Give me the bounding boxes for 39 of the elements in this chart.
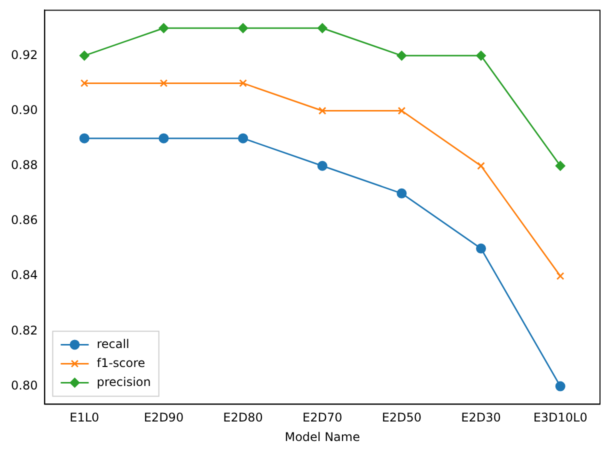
y-tick-label: 0.84 bbox=[11, 268, 38, 282]
point bbox=[80, 79, 88, 88]
point bbox=[158, 23, 169, 34]
point bbox=[79, 133, 90, 144]
x-tick-label: E3D10L0 bbox=[533, 410, 588, 425]
point bbox=[556, 272, 564, 280]
point bbox=[238, 133, 248, 144]
point bbox=[317, 23, 328, 34]
legend-label: recall bbox=[96, 336, 130, 351]
point bbox=[555, 160, 566, 171]
point bbox=[555, 381, 566, 392]
point bbox=[396, 50, 407, 61]
legend-label: f1-score bbox=[96, 356, 146, 370]
x-tick-label: E1L0 bbox=[70, 410, 100, 425]
point bbox=[476, 244, 486, 254]
x-axis-title: Model Name bbox=[284, 430, 360, 444]
y-tick-label: 0.90 bbox=[11, 102, 38, 117]
point bbox=[239, 79, 247, 88]
x-tick-label: E2D70 bbox=[302, 410, 342, 425]
point bbox=[79, 50, 90, 61]
y-tick-label: 0.86 bbox=[11, 213, 38, 228]
point bbox=[158, 133, 169, 144]
x-tick-label: E2D30 bbox=[461, 410, 501, 425]
point bbox=[476, 50, 486, 61]
point bbox=[238, 23, 248, 34]
y-tick-label: 0.82 bbox=[11, 323, 38, 338]
x-tick-label: E2D90 bbox=[144, 410, 184, 425]
point bbox=[160, 79, 168, 88]
x-tick-label: E2D50 bbox=[382, 410, 422, 425]
y-tick-label: 0.80 bbox=[11, 378, 38, 392]
point bbox=[396, 188, 407, 198]
point bbox=[398, 106, 406, 115]
point bbox=[317, 160, 328, 171]
point bbox=[318, 106, 326, 115]
point bbox=[477, 162, 485, 170]
y-tick-label: 0.92 bbox=[11, 48, 38, 62]
y-tick-label: 0.88 bbox=[11, 158, 38, 172]
x-tick-label: E2D80 bbox=[223, 410, 263, 425]
legend-label: precision bbox=[96, 374, 151, 389]
